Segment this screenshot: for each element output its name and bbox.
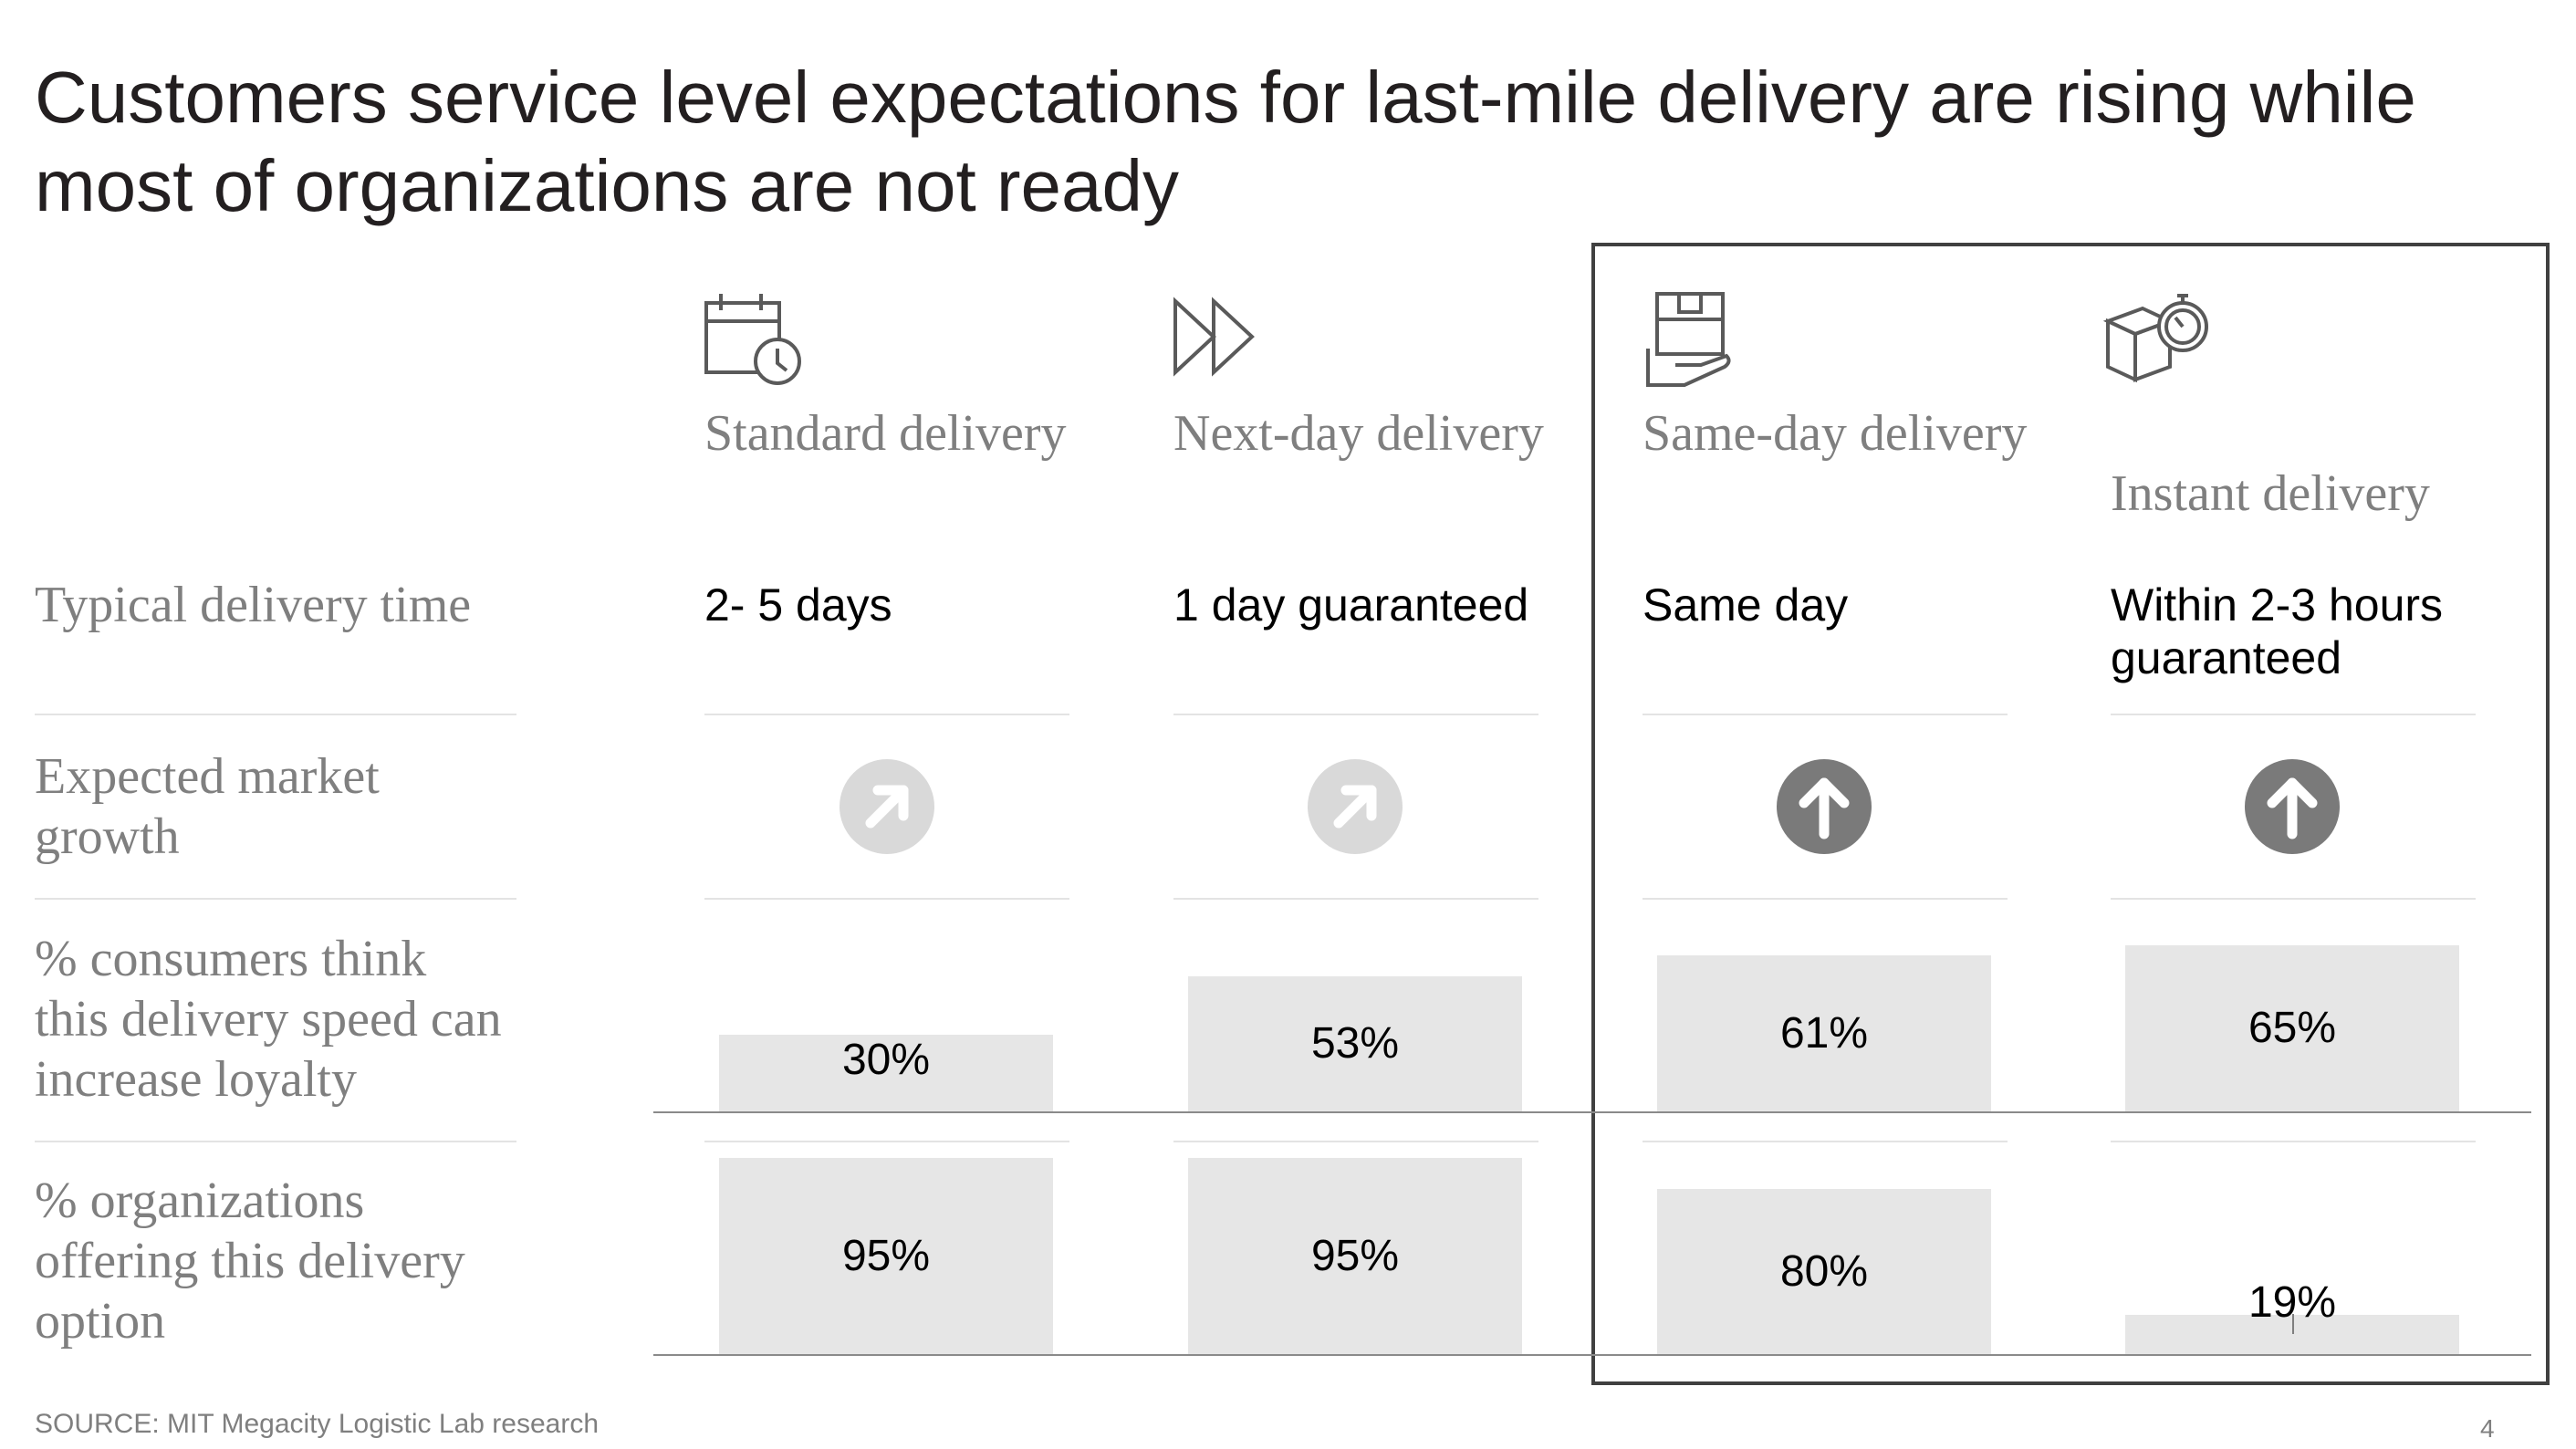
offering-value-standard: 95% (841, 1232, 931, 1280)
column-separator (1643, 714, 2008, 715)
row-label-offering: % organizations offering this delivery o… (35, 1173, 465, 1350)
column-separator (704, 714, 1069, 715)
loyalty-value-instant: 65% (2247, 1004, 2337, 1052)
column-separator (1173, 898, 1538, 900)
page-title: Customers service level expectations for… (35, 57, 2416, 226)
loyalty-bar-standard (719, 1035, 1053, 1111)
growth-up-icon (2245, 759, 2340, 854)
offering-value-same-day: 80% (1779, 1247, 1869, 1296)
loyalty-bar-instant (2125, 945, 2459, 1111)
loyalty-baseline (653, 1111, 2531, 1113)
column-separator (2111, 1141, 2476, 1142)
growth-up-icon (1777, 759, 1872, 854)
loyalty-value-same-day: 61% (1779, 1009, 1869, 1058)
growth-up-right-icon (1308, 759, 1403, 854)
loyalty-bar-next-day (1188, 976, 1522, 1111)
source-note: SOURCE: MIT Megacity Logistic Lab resear… (35, 1409, 600, 1439)
row-label-loyalty: % consumers think this delivery speed ca… (35, 931, 502, 1108)
column-separator (2111, 898, 2476, 900)
offering-bar-standard (719, 1158, 1053, 1354)
column-title-next-day: Next-day delivery (1173, 405, 1544, 462)
column-separator (704, 1141, 1069, 1142)
column-title-standard: Standard delivery (704, 405, 1067, 462)
column-separator (1643, 1141, 2008, 1142)
offering-value-next-day: 95% (1310, 1232, 1400, 1280)
offering-baseline (653, 1354, 2531, 1356)
delivery-time-same-day: Same day (1643, 579, 1849, 631)
label-leader-line (2292, 1314, 2294, 1334)
highlight-frame (1591, 243, 2550, 1385)
column-separator (2111, 714, 2476, 715)
page-number: 4 (2480, 1414, 2495, 1443)
row-label-delivery-time: Typical delivery time (35, 577, 472, 633)
row-separator (35, 1141, 516, 1142)
column-separator (1173, 714, 1538, 715)
fast-forward-icon (1173, 297, 1255, 377)
row-label-market-growth: Expected market growth (35, 748, 380, 865)
column-separator (1173, 1141, 1538, 1142)
column-separator (704, 898, 1069, 900)
column-separator (1643, 898, 2008, 900)
loyalty-bar-same-day (1657, 955, 1991, 1111)
row-separator (35, 898, 516, 900)
package-stopwatch-icon (2102, 294, 2208, 383)
column-title-same-day: Same-day delivery (1643, 405, 2028, 462)
loyalty-value-next-day: 53% (1310, 1019, 1400, 1068)
calendar-clock-icon (704, 294, 801, 385)
row-separator (35, 714, 516, 715)
column-title-instant: Instant delivery (2111, 465, 2430, 522)
offering-value-instant: 19% (2247, 1278, 2337, 1327)
growth-up-right-icon (840, 759, 934, 854)
delivery-time-standard: 2- 5 days (704, 579, 892, 631)
delivery-time-instant: Within 2-3 hours guaranteed (2111, 579, 2444, 683)
package-in-hand-icon (1646, 292, 1731, 387)
offering-bar-same-day (1657, 1189, 1991, 1354)
offering-bar-next-day (1188, 1158, 1522, 1354)
loyalty-value-standard: 30% (841, 1036, 931, 1084)
delivery-time-next-day: 1 day guaranteed (1173, 579, 1529, 631)
